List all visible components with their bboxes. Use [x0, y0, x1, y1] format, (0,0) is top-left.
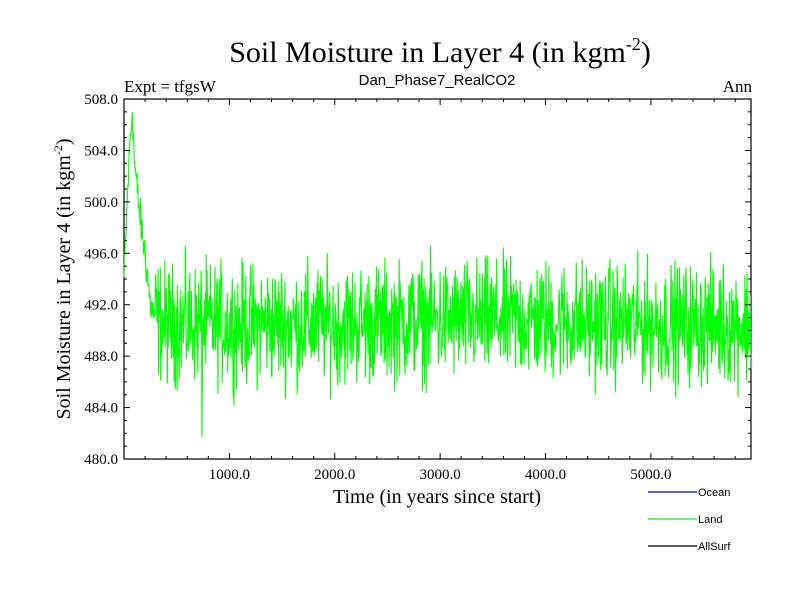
y-tick-label: 492.0: [84, 298, 118, 314]
y-tick-label: 488.0: [84, 349, 118, 365]
x-tick-label: 5000.0: [630, 467, 671, 483]
x-tick-label: 4000.0: [525, 467, 566, 483]
legend-label-allsurf: AllSurf: [698, 541, 731, 553]
y-axis-ticks: 480.0 484.0 488.0 492.0 496.0 500.0 504.0 508.0: [84, 92, 751, 468]
x-tick-label: 2000.0: [314, 467, 355, 483]
x-tick-label: 1000.0: [209, 467, 250, 483]
subtitle-right: Ann: [723, 77, 753, 96]
y-tick-label: 504.0: [84, 143, 118, 159]
y-tick-label: 484.0: [84, 401, 118, 417]
legend-label-land: Land: [698, 514, 722, 526]
y-axis-label: Soil Moisture in Layer 4 (in kgm-2): [51, 138, 75, 419]
x-axis-label: Time (in years since start): [333, 486, 541, 508]
y-tick-label: 480.0: [84, 452, 118, 468]
legend-label-ocean: Ocean: [698, 487, 730, 499]
subtitle-left: Expt = tfgsW: [124, 77, 217, 96]
y-tick-label: 500.0: [84, 195, 118, 211]
y-tick-label: 496.0: [84, 246, 118, 262]
y-axis-label-superscript: -2: [51, 145, 65, 155]
plot-frame: [123, 98, 752, 460]
legend: Ocean Land AllSurf: [648, 487, 731, 553]
x-axis-ticks: 1000.0 2000.0 3000.0 4000.0 5000.0: [144, 99, 736, 483]
subtitle-center: Dan_Phase7_RealCO2: [359, 72, 516, 89]
x-tick-label: 3000.0: [420, 467, 461, 483]
chart-title: Soil Moisture in Layer 4 (in kgm-2): [229, 34, 651, 69]
y-tick-label: 508.0: [84, 92, 118, 108]
series-line-land: [123, 111, 752, 438]
chart-title-superscript: -2: [626, 34, 641, 54]
